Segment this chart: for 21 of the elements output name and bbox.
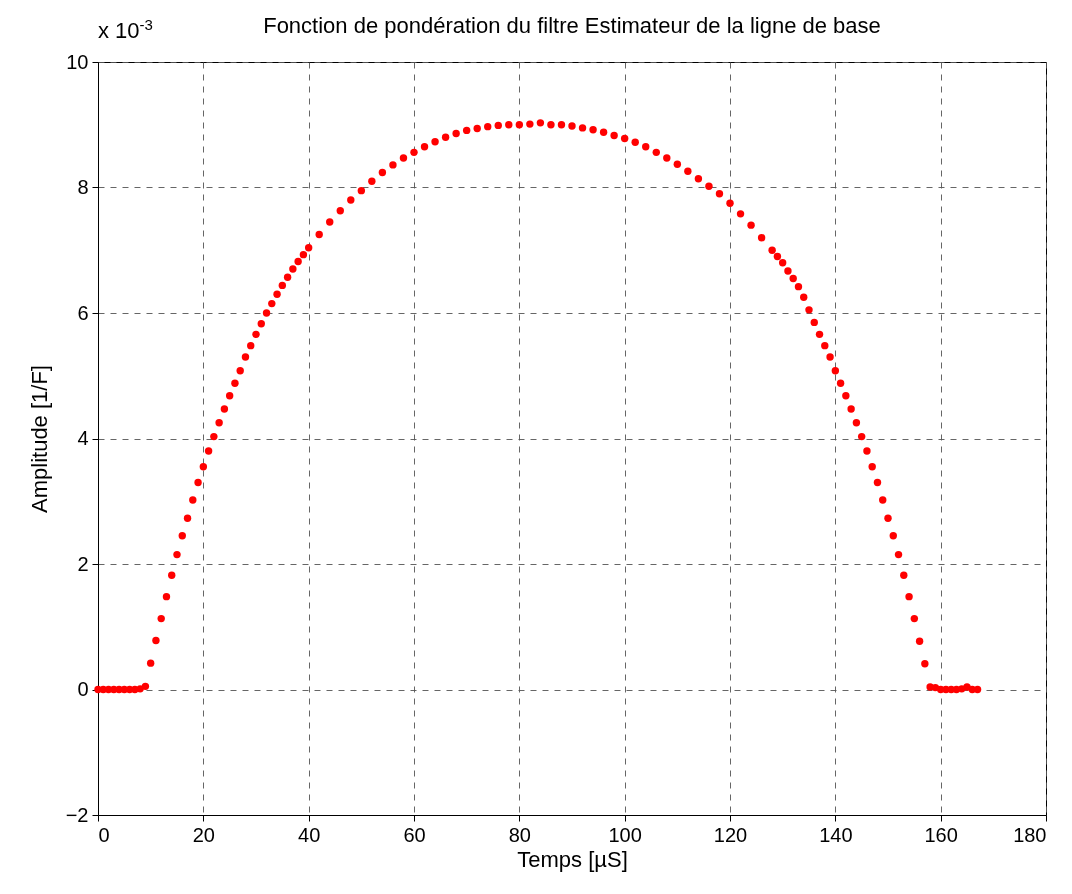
y-tick-label: 8 [77,176,89,198]
x-tick-label: 180 [1013,823,1047,846]
x-tick-label: 0 [98,823,110,846]
x-tick-label: 40 [298,823,321,846]
x-tick-label: 120 [713,823,748,846]
y-tick-label: 10 [66,50,89,73]
y-tick-label: 6 [77,301,89,324]
x-tick-label: 160 [924,823,958,846]
x-tick-label: 80 [508,823,531,846]
y-tick-label: 4 [77,427,89,449]
x-tick-label: 20 [192,823,215,846]
y-tick-label: −2 [65,803,89,826]
x-tick-label: 60 [403,823,426,846]
y-tick-label: 0 [77,678,89,700]
x-axis-title: Temps [µS] [517,846,628,872]
chart-title: Fonction de pondération du filtre Estimateur de la ligne de base [263,13,881,38]
text: x 10$^{-3}$ [98,16,153,45]
y-tick-label: 2 [77,552,89,575]
x-tick-label: 140 [819,823,853,846]
x-tick-label: 100 [608,823,642,846]
y-axis-title: Amplitude [1/F] [26,365,52,513]
